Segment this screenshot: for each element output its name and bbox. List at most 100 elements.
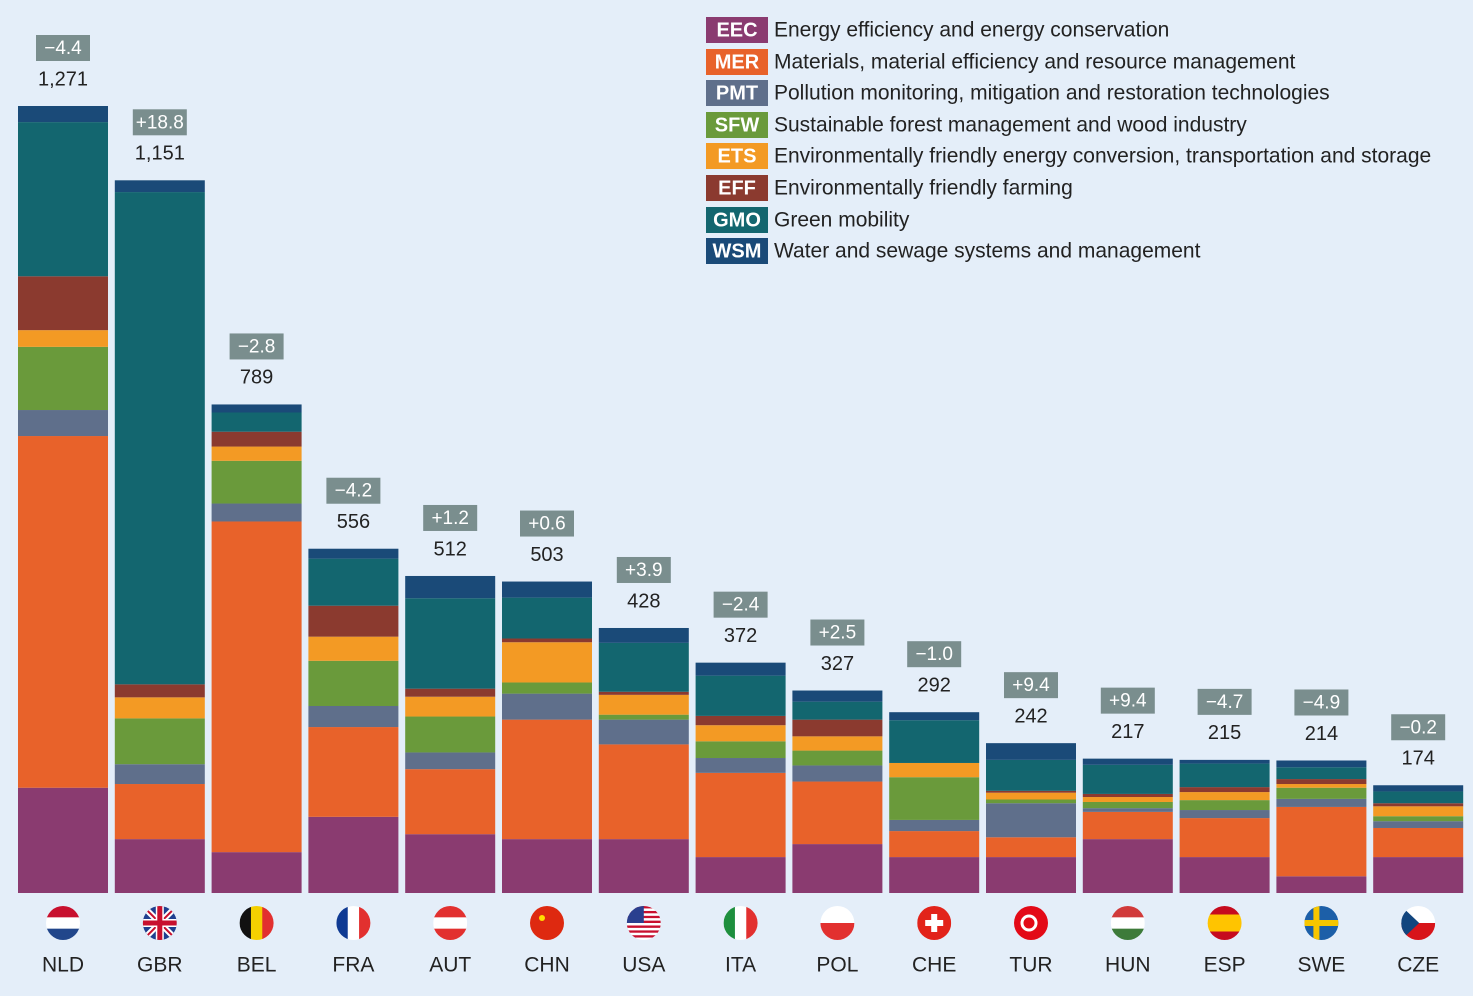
x-tick-label: FRA xyxy=(332,954,374,977)
bar-segment xyxy=(792,701,883,720)
bar-segment xyxy=(598,714,689,720)
flag xyxy=(626,906,661,940)
bar-segment xyxy=(502,597,592,639)
x-tick-label: CHN xyxy=(524,954,570,977)
bar-segment xyxy=(405,688,496,697)
total-label: 428 xyxy=(627,590,660,612)
legend-label: Environmentally friendly farming xyxy=(774,177,1073,200)
x-tick-label: HUN xyxy=(1105,954,1151,977)
legend-code: EEC xyxy=(716,19,757,41)
flag xyxy=(46,906,80,940)
total-label: 372 xyxy=(724,625,757,647)
bar-segment xyxy=(308,636,399,661)
x-tick-label: ITA xyxy=(725,954,756,977)
bar-segment xyxy=(792,765,883,782)
bar-segment xyxy=(1082,839,1173,893)
bar-segment xyxy=(308,727,399,817)
bar-segment xyxy=(695,725,786,742)
x-tick-label: CZE xyxy=(1397,954,1439,977)
change-box xyxy=(423,504,478,531)
total-label: 242 xyxy=(1014,705,1047,727)
flag-part xyxy=(1207,906,1242,915)
x-tick-label: NLD xyxy=(42,954,84,977)
bar-segment xyxy=(1276,784,1367,788)
bar-segment xyxy=(889,831,980,858)
flag-part xyxy=(336,906,349,940)
flag-clip xyxy=(46,906,80,940)
legend-swatch xyxy=(706,49,768,75)
bar-segment xyxy=(1276,798,1367,807)
change-label: +0.6 xyxy=(528,514,566,535)
bar-segment xyxy=(1082,758,1173,765)
flag-part xyxy=(539,915,545,921)
legend-code: MER xyxy=(715,51,760,73)
flag-part xyxy=(626,930,661,934)
total-label: 1,271 xyxy=(38,68,88,90)
flag-part xyxy=(1207,923,1242,932)
bar-segment xyxy=(598,694,689,715)
flag-part xyxy=(1110,917,1145,930)
bar-segment xyxy=(986,799,1076,804)
bar-segment xyxy=(1179,818,1270,858)
change-label: −2.4 xyxy=(722,595,760,616)
legend-label: Sustainable forest management and wood i… xyxy=(774,114,1247,137)
bar-segment xyxy=(1179,759,1270,764)
flag-part xyxy=(746,906,758,940)
flag-part xyxy=(1207,914,1242,924)
bar-segment xyxy=(502,682,592,694)
bar-segment xyxy=(1082,811,1173,840)
flag-clip xyxy=(1110,906,1145,940)
flag-part xyxy=(1304,920,1339,926)
bar-segment xyxy=(598,691,689,695)
flag-clip xyxy=(336,906,371,940)
bar-segment xyxy=(405,696,496,717)
legend-swatch xyxy=(706,238,768,264)
flag xyxy=(723,906,758,940)
bar-segment xyxy=(308,605,399,637)
x-tick-label: CHE xyxy=(912,954,956,977)
bar-segment xyxy=(598,719,689,745)
flag xyxy=(820,906,855,940)
total-label: 214 xyxy=(1305,723,1338,745)
change-box xyxy=(616,556,671,583)
change-label: −2.8 xyxy=(238,336,276,357)
legend-code: WSM xyxy=(713,240,762,262)
bar-segment xyxy=(1373,806,1464,817)
legend-code: ETS xyxy=(718,145,757,167)
x-tick-label: SWE xyxy=(1297,954,1345,977)
change-label: +1.2 xyxy=(431,508,469,529)
total-label: 292 xyxy=(918,674,951,696)
bar-segment xyxy=(598,627,689,643)
total-label: 503 xyxy=(530,544,563,566)
flag xyxy=(336,906,371,940)
flag-part xyxy=(626,937,661,940)
legend-swatch xyxy=(706,17,768,43)
bar-segment xyxy=(1179,763,1270,788)
bar-segment xyxy=(986,759,1076,791)
legend-swatch xyxy=(706,143,768,169)
bar-segment xyxy=(114,839,205,893)
flag-clip xyxy=(1207,906,1242,940)
bar-segment xyxy=(1276,876,1367,893)
bar-segment xyxy=(114,180,205,193)
bar-segment xyxy=(1373,857,1464,893)
bar-segment xyxy=(405,834,496,893)
total-label: 327 xyxy=(821,653,854,675)
bar-segment xyxy=(1373,821,1464,828)
flag-part xyxy=(820,906,855,924)
flag xyxy=(142,906,177,940)
change-label: −4.7 xyxy=(1206,692,1244,713)
bar-segment xyxy=(211,852,302,893)
bar-segment xyxy=(211,412,302,432)
legend-label: Water and sewage systems and management xyxy=(774,240,1201,263)
change-label: +2.5 xyxy=(819,623,857,644)
x-tick-label: BEL xyxy=(237,954,277,977)
flag xyxy=(239,906,274,940)
change-box xyxy=(907,641,962,668)
flag-part xyxy=(626,932,661,936)
bar-segment xyxy=(695,772,786,858)
flag-part xyxy=(1110,928,1145,940)
flag-part xyxy=(239,906,252,940)
flag-clip xyxy=(723,906,758,940)
bar-segment xyxy=(1276,767,1367,780)
